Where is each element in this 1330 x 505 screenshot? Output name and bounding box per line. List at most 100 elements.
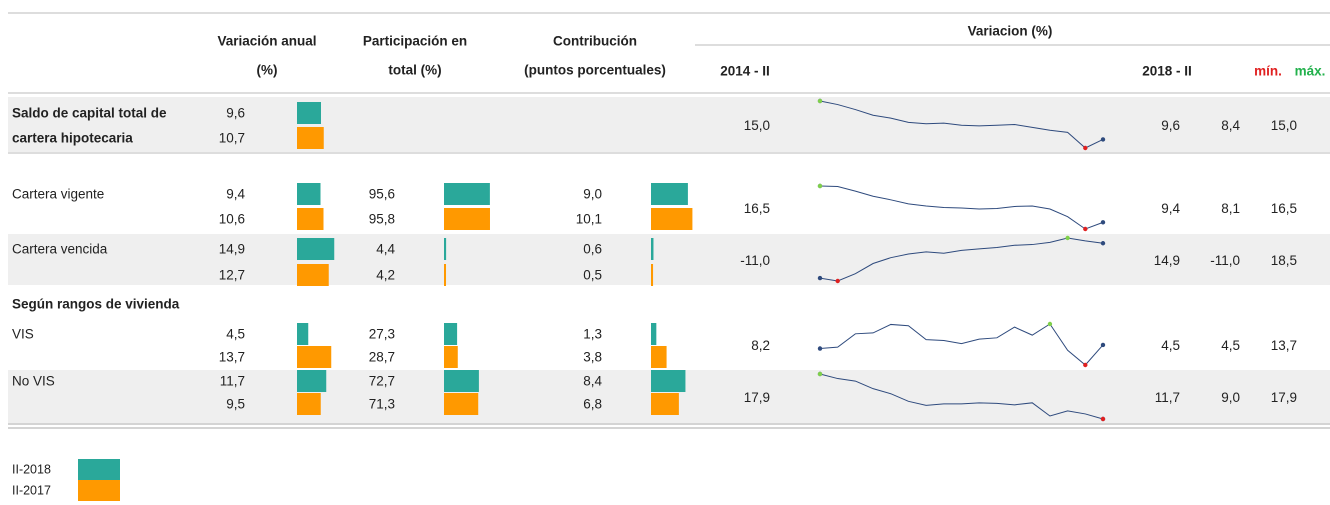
cell-value: 15,0 — [1271, 118, 1297, 133]
sparkline — [819, 323, 1104, 366]
sparkline-marker — [1100, 342, 1106, 348]
cell-bar — [651, 393, 679, 415]
sparkline-marker — [1047, 321, 1053, 327]
cell-value: 8,4 — [1221, 118, 1240, 133]
cell-value: 17,9 — [1271, 390, 1297, 405]
header: Contribución — [553, 34, 637, 49]
cell-bar — [444, 370, 479, 392]
header: máx. — [1295, 64, 1326, 79]
sparkline — [819, 185, 1104, 230]
sparkline — [819, 237, 1104, 282]
header: (%) — [257, 63, 278, 78]
sparkline-marker — [1100, 137, 1106, 142]
row-label: Cartera vencida — [12, 242, 108, 257]
cell-value: 28,7 — [369, 350, 395, 365]
row-label: cartera hipotecaria — [12, 131, 133, 146]
cell-bar — [651, 370, 686, 392]
sparkline-marker — [817, 183, 823, 189]
header: Variacion (%) — [968, 24, 1053, 39]
cell-value: 4,5 — [1161, 338, 1180, 353]
cell-value: 10,6 — [219, 212, 245, 227]
cell-bar — [444, 238, 447, 260]
cell-bar — [651, 208, 693, 230]
cell-value: 14,9 — [1154, 253, 1180, 268]
row-label: Cartera vigente — [12, 187, 104, 202]
sparkline-marker — [817, 275, 823, 281]
cell-bar — [297, 127, 324, 149]
cell-bar — [297, 183, 321, 205]
cell-bar — [444, 393, 479, 415]
cell-bar — [651, 264, 654, 286]
row-shade — [8, 97, 1330, 152]
sparkline-marker — [1100, 241, 1106, 246]
cell-bar — [297, 346, 332, 368]
cell-bar — [297, 393, 321, 415]
cell-value: 0,5 — [583, 268, 602, 283]
cell-value: 9,4 — [1161, 201, 1180, 216]
cell-value: -11,0 — [1210, 253, 1240, 268]
header: 2018 - II — [1142, 64, 1192, 79]
cell-bar — [297, 238, 335, 260]
cell-value: 10,7 — [219, 131, 245, 146]
cell-value: 9,0 — [1221, 390, 1240, 405]
sparkline-marker — [1065, 235, 1070, 241]
sparkline-marker — [817, 371, 823, 377]
cell-value: 9,6 — [226, 106, 245, 121]
cell-value: 27,3 — [369, 327, 395, 342]
cell-bar — [444, 208, 490, 230]
cell-value: 9,0 — [583, 187, 602, 202]
cell-value: 95,6 — [369, 187, 395, 202]
sparkline-marker — [1083, 226, 1088, 232]
cell-bar — [444, 264, 447, 286]
sparkline-marker — [1100, 220, 1106, 225]
sparkline-marker — [817, 98, 823, 104]
sparkline-marker — [1083, 362, 1088, 368]
cell-value: 4,5 — [1221, 338, 1240, 353]
cell-value: 72,7 — [369, 374, 395, 389]
cell-bar — [444, 183, 490, 205]
cell-value: 95,8 — [369, 212, 395, 227]
cell-value: 71,3 — [369, 397, 395, 412]
cell-bar — [444, 346, 458, 368]
sparkline-marker — [835, 278, 840, 284]
cell-bar — [651, 238, 654, 260]
header: Participación en — [363, 34, 467, 49]
row-shade — [8, 234, 1330, 285]
cell-value: 15,0 — [744, 118, 770, 133]
cell-bar — [651, 346, 667, 368]
header: mín. — [1254, 64, 1282, 79]
cell-value: 6,8 — [583, 397, 602, 412]
cell-value: 8,2 — [751, 338, 770, 353]
cell-value: 17,9 — [744, 390, 770, 405]
cell-value: 10,1 — [576, 212, 602, 227]
cell-value: 4,4 — [376, 242, 395, 257]
cell-bar — [297, 370, 327, 392]
cell-bar — [297, 208, 324, 230]
cell-bar — [444, 323, 458, 345]
cell-value: 14,9 — [219, 242, 245, 257]
header: (puntos porcentuales) — [524, 63, 666, 78]
row-label: No VIS — [12, 374, 55, 389]
cell-value: 9,6 — [1161, 118, 1180, 133]
row-label: VIS — [12, 327, 34, 342]
cell-value: 8,1 — [1221, 201, 1240, 216]
cell-bar — [297, 102, 321, 124]
cell-value: 3,8 — [583, 350, 602, 365]
sparkline-marker — [817, 346, 823, 351]
cell-bar — [297, 264, 329, 286]
cell-value: 4,2 — [376, 268, 395, 283]
cell-value: 18,5 — [1271, 253, 1297, 268]
legend-label: II-2018 — [12, 462, 51, 476]
row-label: Según rangos de vivienda — [12, 297, 180, 312]
cell-value: 9,5 — [226, 397, 245, 412]
cell-value: 16,5 — [744, 201, 770, 216]
cell-value: 0,6 — [583, 242, 602, 257]
cell-value: 1,3 — [583, 327, 602, 342]
sparkline-marker — [1100, 416, 1106, 422]
cell-value: 9,4 — [226, 187, 245, 202]
row-label: Saldo de capital total de — [12, 106, 167, 121]
legend-label: II-2017 — [12, 483, 51, 497]
header: total (%) — [388, 63, 441, 78]
sparkline — [819, 373, 1104, 420]
